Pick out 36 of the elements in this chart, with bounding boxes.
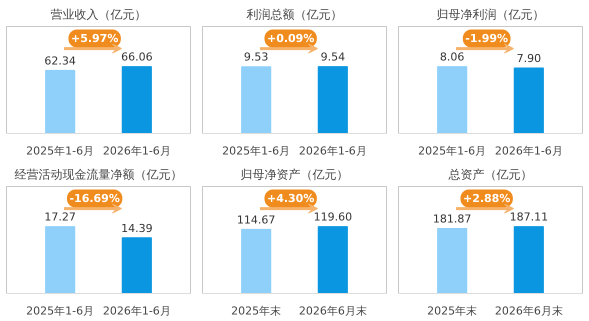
data-label: 17.27 [44, 210, 76, 224]
data-label: 14.39 [121, 222, 153, 235]
x-tick-label: 2025年1-6月 [418, 144, 486, 158]
x-tick-label: 2026年6月末 [298, 304, 367, 318]
x-tick-label: 2026年1-6月 [102, 144, 171, 158]
x-tick-label: 2025年1-6月 [222, 144, 290, 158]
x-tick-label: 2025年末 [231, 304, 282, 318]
chart-title: 利润总额（亿元） [246, 8, 342, 22]
x-tick-label: 2026年1-6月 [102, 304, 171, 318]
chart-title: 总资产（亿元） [448, 168, 532, 182]
data-label: 187.11 [510, 210, 548, 224]
data-label: 7.90 [516, 52, 542, 65]
text: +4.30% [266, 192, 314, 206]
text: -16.69% [69, 192, 120, 206]
text: +5.97% [70, 32, 118, 46]
data-label: 119.60 [314, 210, 352, 224]
data-label: 62.34 [44, 54, 76, 68]
chart-title: 归母净资产（亿元） [240, 168, 348, 182]
text: -1.99% [465, 32, 508, 46]
x-tick-label: 2026年6月末 [494, 304, 563, 318]
data-label: 9.54 [320, 50, 346, 64]
data-label: 181.87 [432, 212, 472, 226]
x-tick-label: 2025年1-6月 [26, 304, 94, 318]
x-tick-label: 2025年1-6月 [26, 144, 94, 158]
data-label: 8.06 [440, 50, 464, 64]
text: +2.88% [462, 192, 510, 206]
x-tick-label: 2026年1-6月 [298, 144, 367, 158]
data-label: 66.06 [121, 50, 153, 64]
chart-title: 营业收入（亿元） [50, 8, 146, 22]
data-label: 9.53 [244, 50, 268, 64]
chart-title: 归母净利润（亿元） [436, 8, 544, 22]
x-tick-label: 2026年1-6月 [494, 144, 563, 158]
x-tick-label: 2025年末 [427, 304, 478, 318]
chart-title: 经营活动现金流量净额（亿元） [14, 168, 182, 182]
text: +0.09% [266, 32, 314, 46]
data-label: 114.67 [236, 213, 276, 226]
